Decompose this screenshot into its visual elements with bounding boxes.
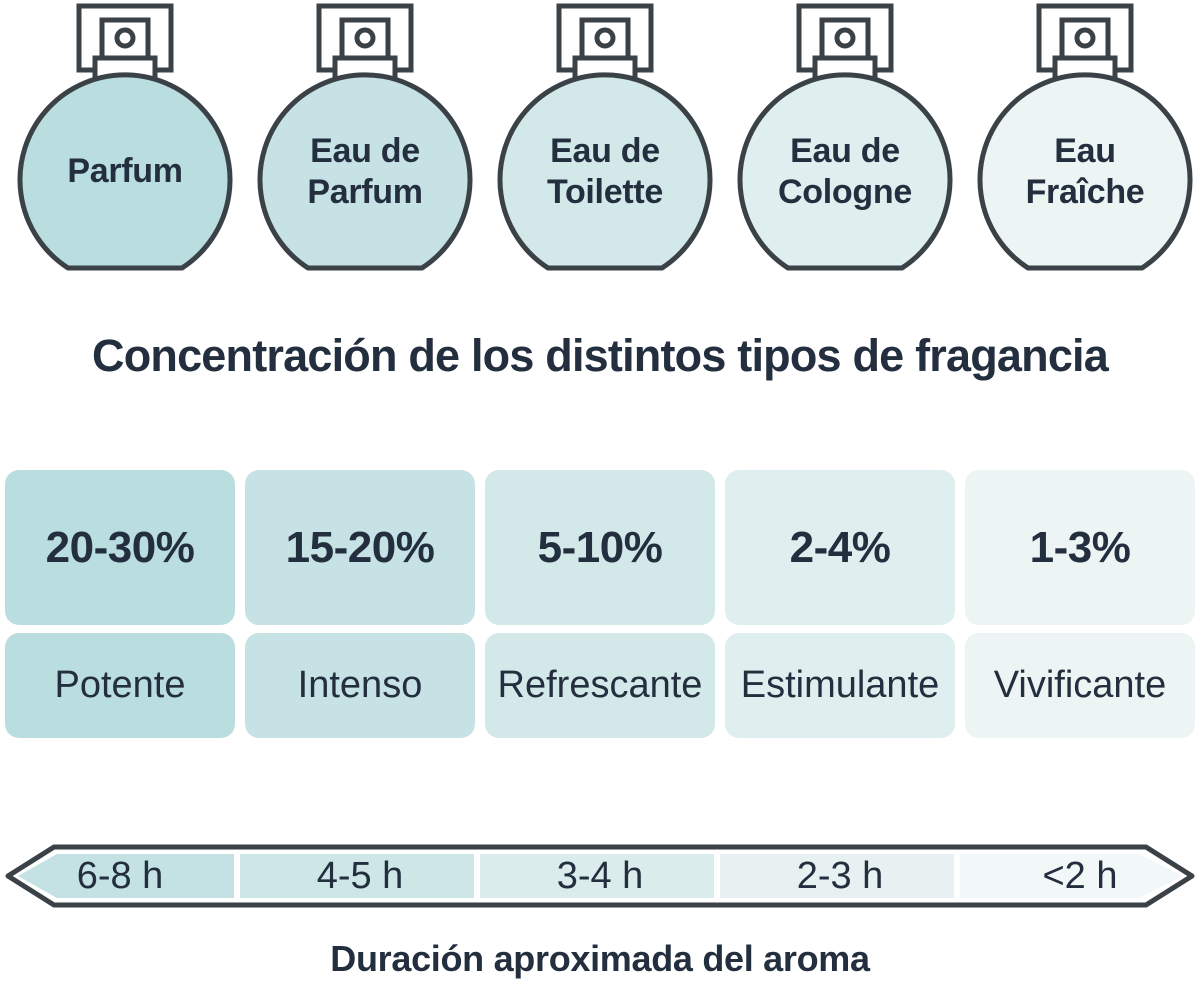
perfume-bottle-icon [257,3,473,271]
bottle-eau-fraiche: Eau Fraîche [965,0,1200,290]
duration-value: 6-8 h [76,854,164,897]
duration-value: 2-3 h [796,854,884,897]
duration-value: 3-4 h [556,854,644,897]
perfume-bottle-icon [737,3,953,271]
bottle-eau-de-toilette: Eau de Toilette [485,0,725,290]
concentration-value: 5-10% [485,470,715,625]
descriptor-value: Vivificante [965,633,1195,738]
bottle-label: Eau de Cologne [778,132,912,211]
bottle-parfum: Parfum [5,0,245,290]
descriptor-value: Estimulante [725,633,955,738]
duration-value: 4-5 h [316,854,404,897]
concentration-value: 20-30% [5,470,235,625]
bottle-label: Eau de Toilette [547,132,663,211]
concentration-value: 15-20% [245,470,475,625]
bottle-label: Parfum [67,152,183,191]
descriptor-value: Potente [5,633,235,738]
bottle-eau-de-cologne: Eau de Cologne [725,0,965,290]
descriptor-value: Refrescante [485,633,715,738]
page-title: Concentración de los distintos tipos de … [92,330,1109,381]
perfume-bottle-icon [17,3,233,271]
bottle-label: Eau Fraîche [1025,132,1145,211]
concentration-value: 2-4% [725,470,955,625]
duration-caption: Duración aproximada del aroma [330,938,870,979]
concentration-value: 1-3% [965,470,1195,625]
perfume-bottle-icon [977,3,1193,271]
bottle-label: Eau de Parfum [307,132,423,211]
duration-value: <2 h [1042,854,1118,897]
perfume-bottle-icon [497,3,713,271]
descriptor-value: Intenso [245,633,475,738]
duration-arrow [5,844,1195,908]
bottle-eau-de-parfum: Eau de Parfum [245,0,485,290]
